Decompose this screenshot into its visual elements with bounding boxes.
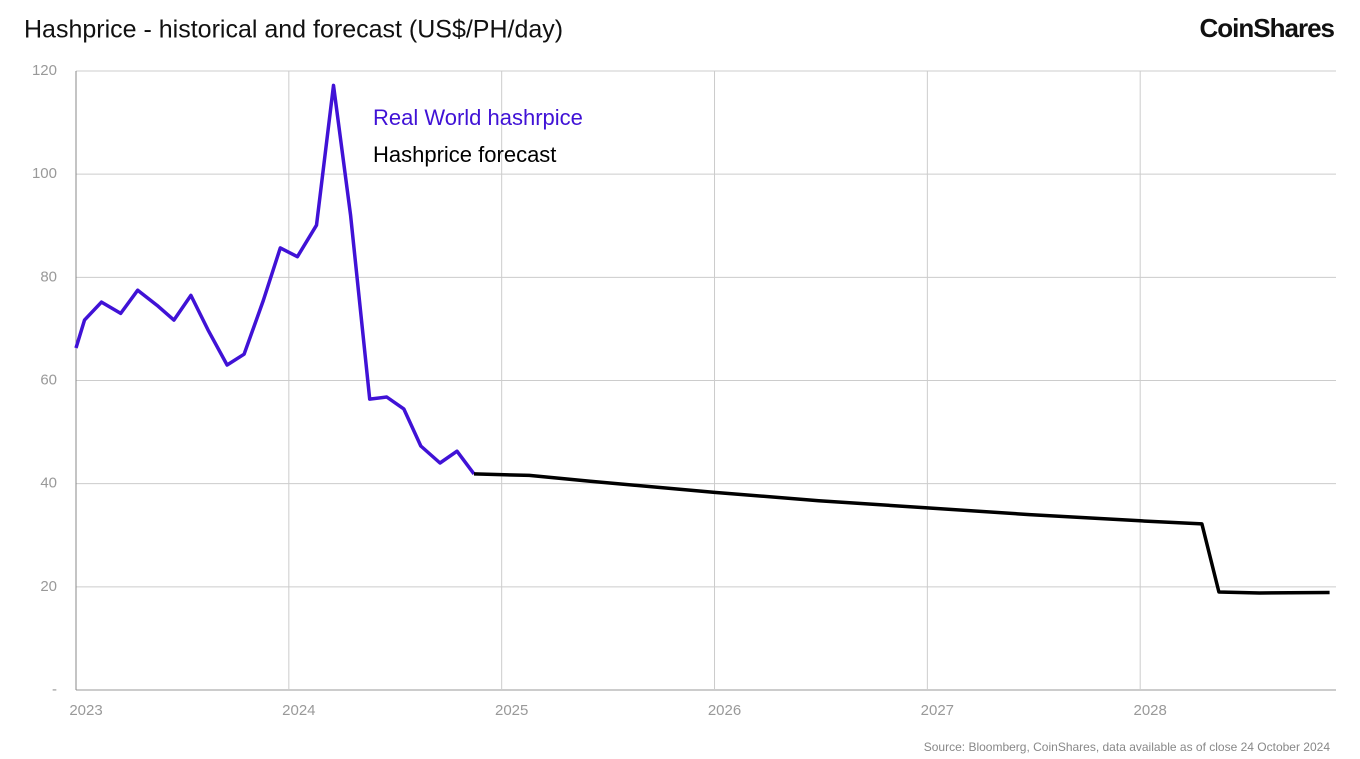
- x-tick-label: 2027: [921, 702, 954, 719]
- x-tick-label: 2024: [282, 702, 315, 719]
- x-tick-label: 2028: [1134, 702, 1167, 719]
- y-tick-label: 80: [40, 268, 57, 285]
- x-tick-label: 2023: [69, 702, 102, 719]
- y-tick-label: 40: [40, 475, 57, 492]
- y-tick-label: 20: [40, 578, 57, 595]
- legend-label: Real World hashrpice: [373, 105, 583, 130]
- x-tick-label: 2026: [708, 702, 741, 719]
- source-note: Source: Bloomberg, CoinShares, data avai…: [924, 740, 1331, 754]
- chart-title: Hashprice - historical and forecast (US$…: [24, 16, 563, 44]
- series-line: [473, 472, 1330, 595]
- series-line: [74, 83, 476, 475]
- brand-logo: CoinShares: [1200, 13, 1335, 43]
- y-tick-label: 100: [32, 165, 57, 182]
- y-tick-label: 60: [40, 371, 57, 388]
- x-tick-label: 2025: [495, 702, 528, 719]
- y-tick-label: -: [52, 681, 57, 698]
- y-tick-label: 120: [32, 62, 57, 79]
- legend-label: Hashprice forecast: [373, 142, 556, 167]
